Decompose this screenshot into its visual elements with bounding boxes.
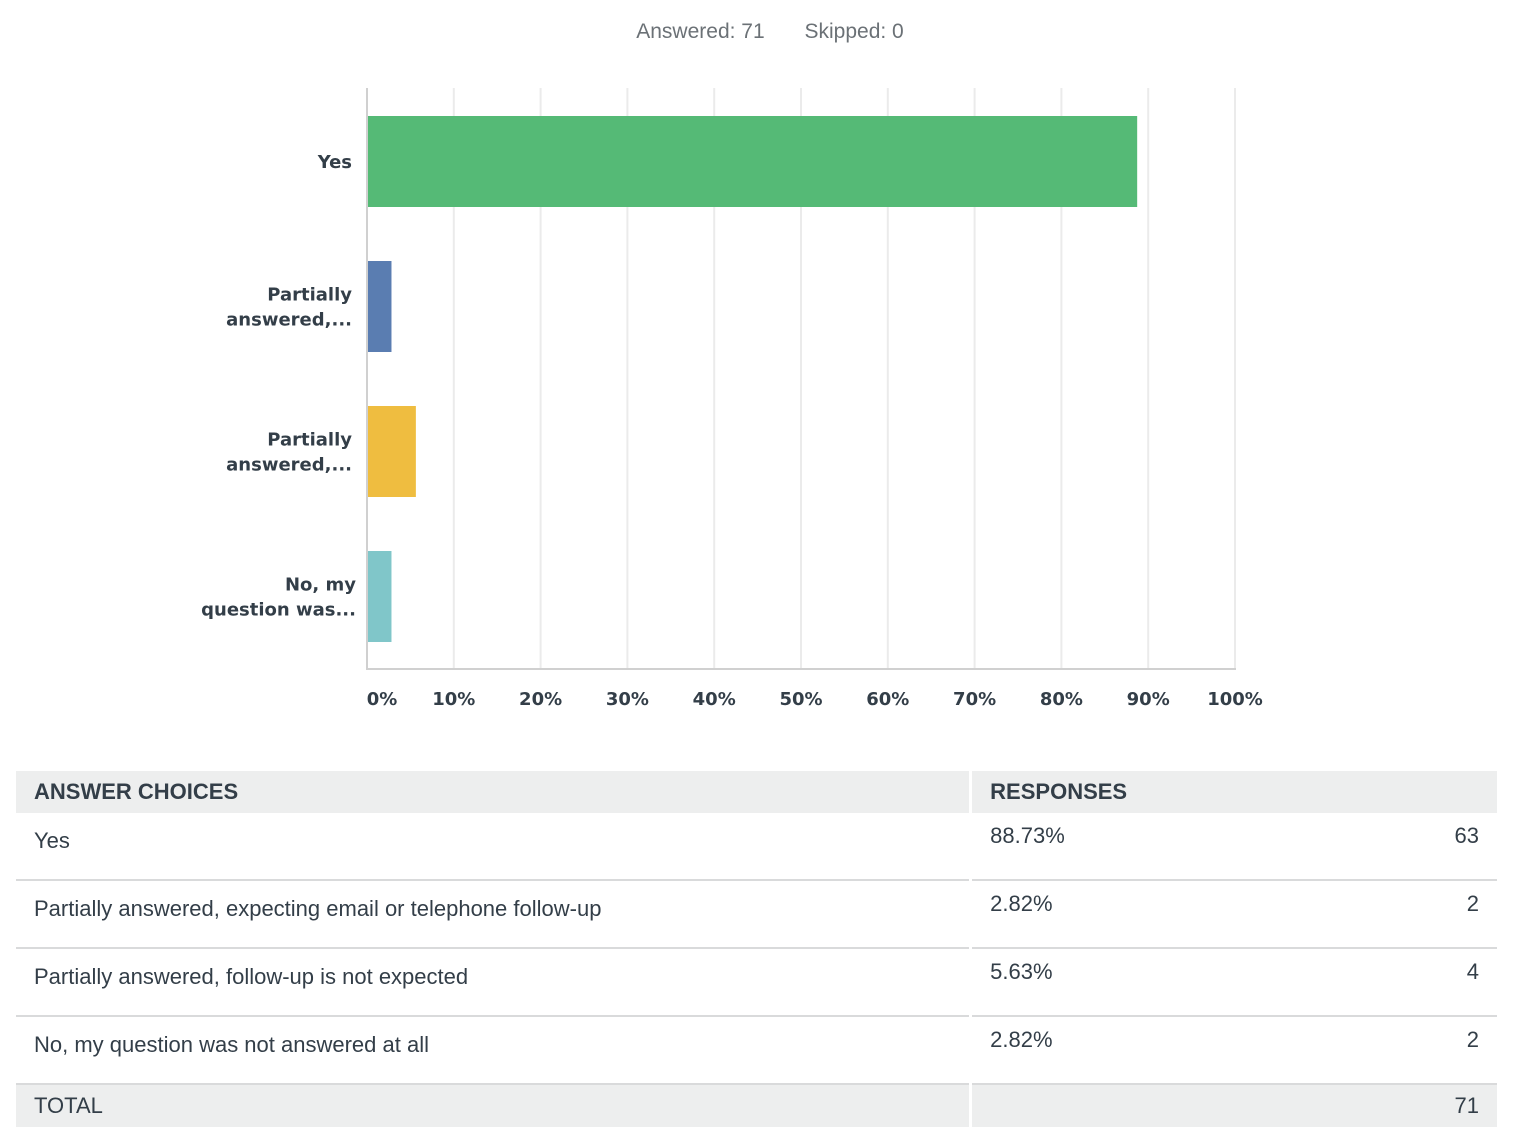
- table-row: Partially answered, expecting email or t…: [16, 880, 1497, 949]
- response-percent: 88.73%: [969, 813, 1313, 881]
- answered-count: Answered: 71: [636, 20, 765, 43]
- x-tick-label: 10%: [432, 689, 475, 710]
- x-tick-label: 40%: [693, 689, 736, 710]
- total-label: TOTAL: [16, 1084, 971, 1127]
- answer-choice: Partially answered, follow-up is not exp…: [16, 948, 971, 1017]
- x-tick-label: 30%: [606, 689, 649, 710]
- table-row: Yes 88.73% 63: [16, 813, 1497, 881]
- answer-choice: No, my question was not answered at all: [16, 1016, 971, 1085]
- response-summary: Answered: 71 Skipped: 0: [0, 20, 1513, 44]
- bar-chart: 0% 10% 20% 30% 40% 50% 60% 70% 80% 90% 100% Yes Part…: [201, 88, 1263, 710]
- category-label: No, my: [285, 575, 356, 596]
- x-tick-label: 70%: [953, 689, 996, 710]
- bar-3: [368, 406, 416, 497]
- bar-4: [368, 551, 392, 642]
- response-percent: 5.63%: [969, 948, 1313, 1017]
- category-label: question was...: [201, 600, 356, 621]
- total-spacer: [969, 1084, 1313, 1127]
- response-count: 2: [1312, 880, 1497, 949]
- table-row: Partially answered, follow-up is not exp…: [16, 948, 1497, 1017]
- response-count: 4: [1312, 948, 1497, 1017]
- answer-choice: Partially answered, expecting email or t…: [16, 880, 971, 949]
- bar-1: [368, 116, 1138, 207]
- header-answer-choices: ANSWER CHOICES: [16, 771, 971, 813]
- category-label: Yes: [317, 152, 352, 173]
- category-label: answered,...: [226, 455, 352, 476]
- x-tick-label: 0%: [367, 689, 398, 710]
- response-percent: 2.82%: [969, 880, 1313, 949]
- x-tick-label: 80%: [1040, 689, 1083, 710]
- answer-choice: Yes: [16, 813, 971, 881]
- bar-2: [368, 261, 392, 352]
- table-row: No, my question was not answered at all …: [16, 1016, 1497, 1085]
- x-tick-label: 50%: [779, 689, 822, 710]
- response-count: 2: [1312, 1016, 1497, 1085]
- x-tick-label: 100%: [1207, 689, 1263, 710]
- category-label: answered,...: [226, 310, 352, 331]
- skipped-count: Skipped: 0: [804, 20, 904, 43]
- responses-table: ANSWER CHOICES RESPONSES Yes 88.73% 63 Pa…: [16, 771, 1497, 1127]
- x-tick-label: 90%: [1127, 689, 1170, 710]
- response-count: 63: [1312, 813, 1497, 881]
- header-responses: RESPONSES: [969, 771, 1497, 813]
- category-label: Partially: [267, 285, 352, 306]
- total-row: TOTAL 71: [16, 1084, 1497, 1127]
- x-tick-label: 20%: [519, 689, 562, 710]
- x-tick-label: 60%: [866, 689, 909, 710]
- category-label: Partially: [267, 430, 352, 451]
- total-count: 71: [1312, 1084, 1497, 1127]
- response-percent: 2.82%: [969, 1016, 1313, 1085]
